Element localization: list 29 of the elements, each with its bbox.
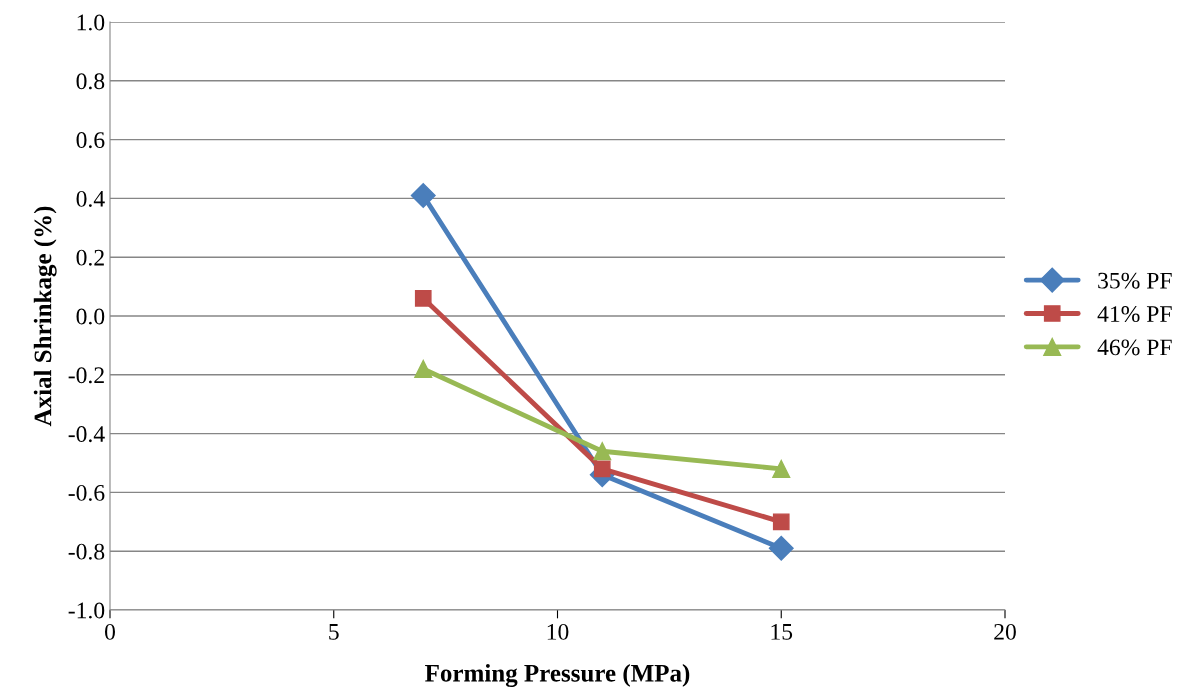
y-tick-label: 0.2 [76, 249, 104, 266]
point [768, 535, 794, 561]
point [414, 359, 433, 378]
y-tick-label: 1.0 [77, 14, 105, 31]
legend-label: 41% PF [1097, 306, 1172, 323]
y-tick-label: 0.4 [76, 190, 105, 207]
point [593, 460, 611, 478]
y-tick-label: -0.6 [68, 484, 105, 501]
point [410, 182, 436, 208]
y-axis-title: Axial Shrinkage (%) [33, 206, 57, 427]
y-tick-label: 0.8 [76, 73, 105, 90]
x-tick-label: 15 [771, 623, 793, 640]
x-tick-label: 0 [105, 623, 115, 640]
y-tick-label: -1.0 [68, 602, 105, 619]
point [772, 513, 790, 531]
point [414, 290, 432, 307]
x-tick-label: 20 [994, 623, 1016, 640]
point [772, 459, 791, 478]
y-tick-label: 0.0 [76, 308, 105, 325]
y-tick-label: -0.4 [68, 426, 105, 443]
y-tick-label: 0.6 [76, 132, 105, 149]
y-tick-label: -0.2 [68, 367, 104, 384]
point [593, 442, 612, 461]
y-tick-label: -0.8 [68, 543, 105, 560]
legend-label: 35% PF [1098, 272, 1172, 289]
legend-label: 46% PF [1097, 339, 1172, 356]
x-axis-title: Forming Pressure (MPa) [425, 664, 690, 687]
x-tick-label: 5 [329, 624, 339, 640]
x-tick-label: 10 [547, 623, 569, 640]
